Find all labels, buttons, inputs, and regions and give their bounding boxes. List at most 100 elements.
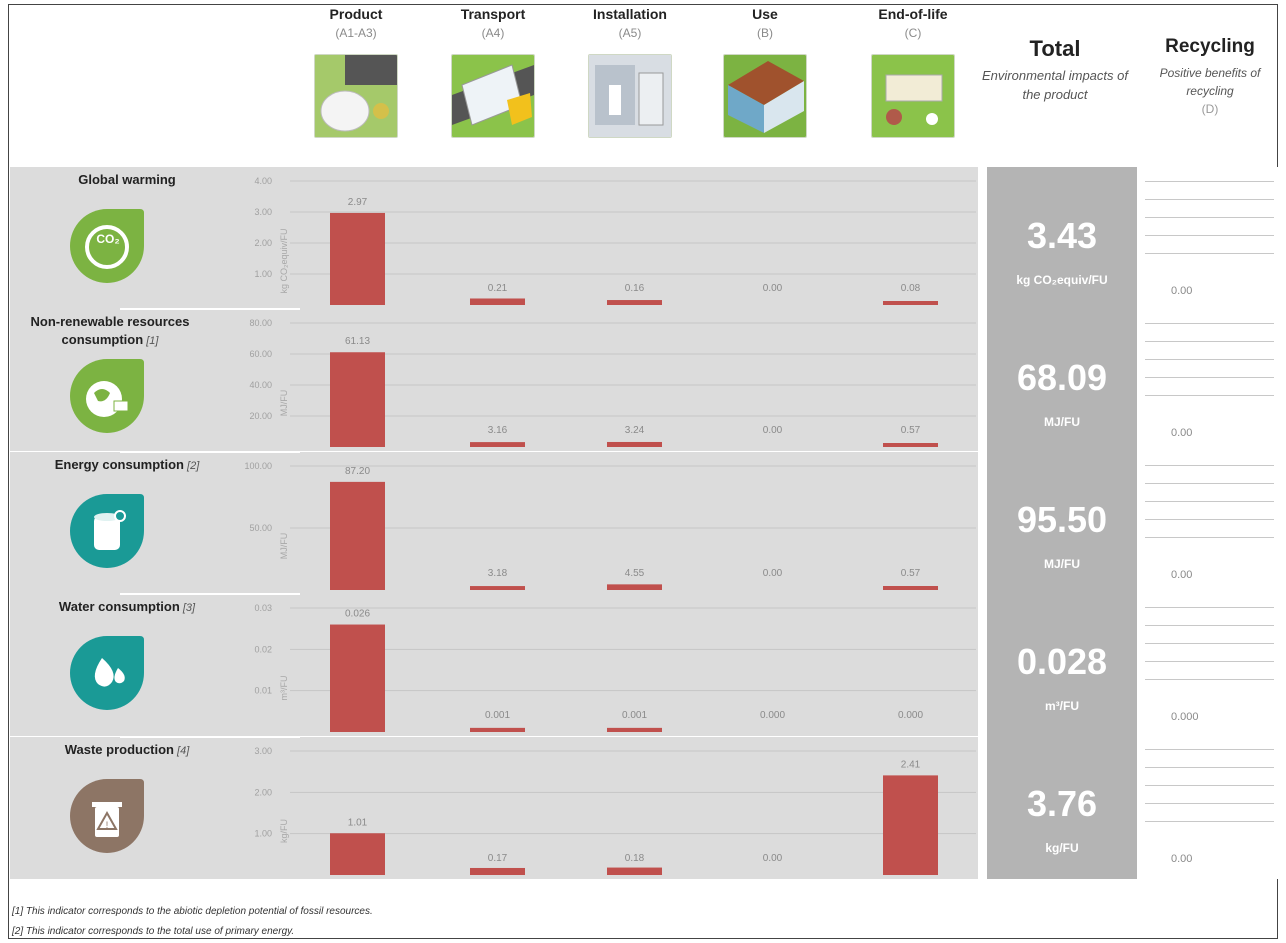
recycling-gridline: [1145, 501, 1274, 502]
recycling-gridline: [1145, 803, 1274, 804]
recycling-gridline: [1145, 537, 1274, 538]
indicator-bar-chart: 4.003.002.001.00 kg CO₂equiv/FU2.970.21 0.…: [10, 167, 978, 309]
bar-end-of-life: [883, 443, 938, 447]
data-label: 0.00: [763, 568, 783, 579]
recycling-gridline: [1145, 767, 1274, 768]
data-label: 0.21: [488, 283, 508, 294]
recycling-gridline: [1145, 341, 1274, 342]
data-label: 0.57: [901, 568, 921, 579]
data-label: 0.08: [901, 283, 921, 294]
y-axis-label: kg CO₂equiv/FU: [279, 228, 289, 293]
stage-name: Transport: [423, 6, 563, 22]
recycling-gridline: [1145, 199, 1274, 200]
bar-installation: [607, 868, 662, 875]
indicator-row: Waste production [4]! 3.00 2.00 1.00 kg/FU 1.…: [10, 737, 978, 879]
data-label: 0.001: [622, 710, 647, 721]
recycling-code: (D): [1140, 102, 1280, 116]
recycling-gridline: [1145, 359, 1274, 360]
stage-product: Product (A1-A3): [286, 6, 426, 138]
data-label: 0.57: [901, 425, 921, 436]
stage-use: Use (B): [695, 6, 835, 138]
data-label: 4.55: [625, 568, 645, 579]
indicator-row: Water consumption [3] 0.03 0.02 0.01 m³/FU 0.…: [10, 594, 978, 736]
indicator-bar-chart: 3.00 2.00 1.00 kg/FU 1.01 0.17 0.18 0.00 2.41: [10, 737, 978, 879]
total-unit: MJ/FU: [987, 415, 1137, 429]
data-label: 0.000: [898, 710, 923, 721]
bar-transport: [470, 728, 525, 732]
indicator-row: Energy consumption [2] 100.00 50.00 MJ/FU 87…: [10, 452, 978, 594]
stage-code: (B): [695, 26, 835, 40]
product-stage-image: [314, 54, 398, 138]
bar-transport: [470, 298, 525, 305]
data-label: 61.13: [345, 336, 370, 347]
recycling-gridline: [1145, 181, 1274, 182]
data-label: 0.026: [345, 609, 370, 620]
y-tick-label: 20.00: [249, 411, 272, 421]
total-value-block: 3.43 kg CO₂equiv/FU: [987, 215, 1137, 287]
bar-transport: [470, 442, 525, 447]
total-title: Total: [980, 36, 1130, 62]
y-axis-label: kg/FU: [279, 819, 289, 843]
y-axis-label: MJ/FU: [279, 390, 289, 417]
bar-installation: [607, 442, 662, 447]
y-tick-label: 2.00: [254, 787, 272, 797]
y-tick-label: 4.00: [254, 176, 272, 186]
indicator-row: Non-renewable resources consumption [1] 8…: [10, 309, 978, 451]
total-value-block: 95.50 MJ/FU: [987, 499, 1137, 571]
y-tick-label: 50.00: [249, 523, 272, 533]
recycling-gridline: [1145, 785, 1274, 786]
recycling-gridline: [1145, 235, 1274, 236]
bar-installation: [607, 728, 662, 732]
recycling-value: 0.00: [1171, 569, 1192, 581]
stage-code: (A1-A3): [286, 26, 426, 40]
stage-name: End-of-life: [843, 6, 983, 22]
y-tick-label: 0.01: [254, 686, 272, 696]
y-tick-label: 1.00: [254, 829, 272, 839]
bar-installation: [607, 300, 662, 305]
total-value: 3.76: [987, 783, 1137, 825]
recycling-subtitle: Positive benefits of recycling: [1140, 64, 1280, 100]
total-value-block: 3.76 kg/FU: [987, 783, 1137, 855]
total-value-block: 68.09 MJ/FU: [987, 357, 1137, 429]
data-label: 0.17: [488, 853, 508, 864]
stage-name: Installation: [560, 6, 700, 22]
recycling-gridline: [1145, 395, 1274, 396]
recycling-gridline: [1145, 323, 1274, 324]
data-label: 0.00: [763, 425, 783, 436]
installation-image: [588, 54, 672, 138]
indicator-row: Global warming CO₂ 4.00 3.00 2.00 1.00 kg CO₂e…: [10, 167, 978, 309]
data-label: 3.18: [488, 568, 508, 579]
data-label: 0.000: [760, 710, 785, 721]
total-value: 95.50: [987, 499, 1137, 541]
bar-transport: [470, 868, 525, 875]
bar-product: [330, 213, 385, 305]
footnote-1: [1] This indicator corresponds to the ab…: [12, 906, 373, 917]
transport-truck-image: [451, 54, 535, 138]
indicator-bar-chart: 0.030.020.01 m³/FU0.0260.001 0.001 0.000 0.0…: [10, 594, 978, 736]
recycling-gridline: [1145, 519, 1274, 520]
data-label: 0.00: [763, 283, 783, 294]
stage-installation: Installation (A5): [560, 6, 700, 138]
total-subtitle: Environmental impacts of the product: [980, 66, 1130, 104]
stage-name: Use: [695, 6, 835, 22]
data-label: 1.01: [348, 817, 368, 828]
recycling-gridline: [1145, 749, 1274, 750]
bar-installation: [607, 584, 662, 590]
recycling-value: 0.000: [1171, 711, 1199, 723]
row-separator: [120, 593, 300, 595]
footnote-2: [2] This indicator corresponds to the to…: [12, 926, 294, 937]
indicator-bar-chart: 100.0050.00MJ/FU87.203.18 4.55 0.00 0.57: [10, 452, 978, 594]
recycling-gridline: [1145, 661, 1274, 662]
total-header: Total Environmental impacts of the produ…: [980, 36, 1130, 104]
recycling-gridline: [1145, 253, 1274, 254]
recycling-gridline: [1145, 217, 1274, 218]
y-axis-label: MJ/FU: [279, 533, 289, 560]
data-label: 3.24: [625, 425, 645, 436]
y-tick-label: 0.03: [254, 603, 272, 613]
data-label: 87.20: [345, 466, 370, 477]
data-label: 0.001: [485, 710, 510, 721]
bar-product: [330, 482, 385, 590]
bar-product: [330, 352, 385, 447]
recycling-column: 0.00 0.00 0.00 0.000 0.00: [1141, 167, 1278, 879]
data-label: 3.16: [488, 425, 508, 436]
